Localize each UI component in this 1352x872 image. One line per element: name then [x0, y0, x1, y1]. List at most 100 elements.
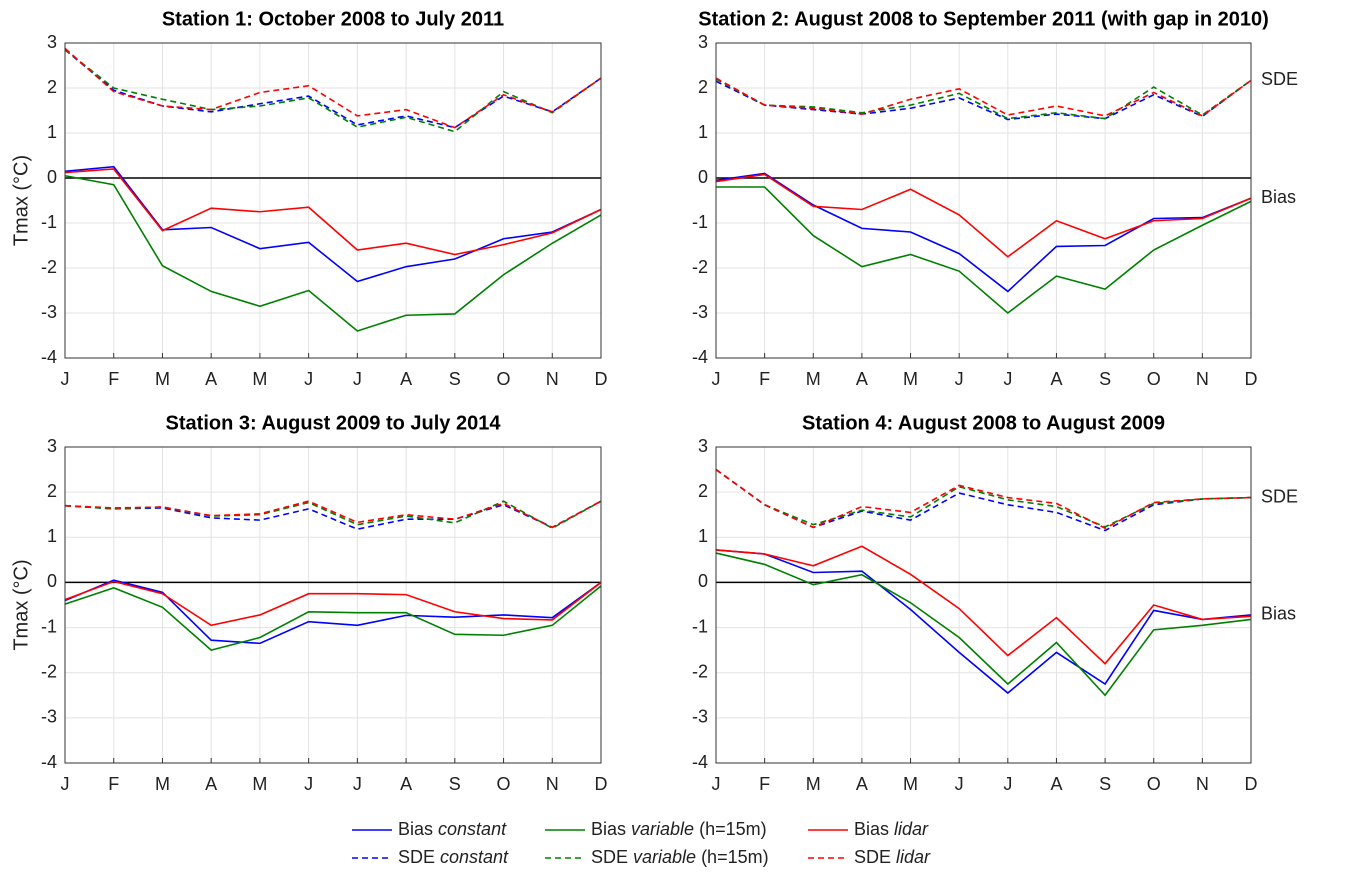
series-line	[715, 468, 1252, 530]
y-tick-label: -4	[692, 347, 708, 367]
y-tick-label: 3	[698, 436, 708, 456]
plot-area	[65, 447, 601, 763]
x-tick-label: A	[400, 369, 412, 389]
y-tick-label: -4	[41, 347, 57, 367]
y-tick-label: -1	[692, 212, 708, 232]
plot-area	[716, 43, 1251, 358]
y-tick-label: 0	[47, 571, 57, 591]
series-line	[715, 78, 1252, 120]
x-tick-label: J	[61, 369, 70, 389]
axes-box	[715, 42, 1252, 359]
x-tick-label: M	[155, 774, 170, 794]
axes-box	[715, 446, 1252, 764]
series-line	[715, 77, 1252, 117]
x-tick-label: S	[449, 369, 461, 389]
x-tick-label: S	[449, 774, 461, 794]
x-tick-label: F	[759, 774, 770, 794]
x-tick-label: D	[1245, 369, 1258, 389]
chart-title: Station 4: August 2008 to August 2009	[802, 412, 1165, 434]
annotation: Bias	[1261, 604, 1296, 624]
x-tick-label: A	[856, 774, 868, 794]
x-tick-label: A	[205, 369, 217, 389]
chart-title: Station 1: October 2008 to July 2011	[162, 8, 504, 30]
x-tick-label: J	[955, 369, 964, 389]
x-tick-label: O	[497, 774, 511, 794]
x-tick-label: J	[353, 774, 362, 794]
y-tick-label: -3	[41, 302, 57, 322]
x-tick-label: N	[1196, 774, 1209, 794]
y-tick-label: -2	[692, 257, 708, 277]
x-tick-label: J	[304, 774, 313, 794]
x-tick-label: N	[546, 774, 559, 794]
x-tick-label: D	[1245, 774, 1258, 794]
x-tick-label: M	[155, 369, 170, 389]
series-line	[64, 585, 602, 652]
x-tick-label: N	[546, 369, 559, 389]
series-line	[715, 79, 1252, 121]
x-tick-label: A	[856, 369, 868, 389]
x-tick-label: O	[497, 369, 511, 389]
y-tick-label: -2	[692, 661, 708, 681]
x-tick-label: F	[108, 369, 119, 389]
y-tick-label: -3	[692, 302, 708, 322]
series-line	[715, 552, 1252, 697]
series-line	[715, 468, 1252, 528]
x-tick-label: J	[353, 369, 362, 389]
series-line	[715, 172, 1252, 293]
x-tick-label: J	[304, 369, 313, 389]
y-tick-label: -1	[692, 616, 708, 636]
chart-title: Station 3: August 2009 to July 2014	[166, 412, 502, 434]
x-tick-label: M	[252, 774, 267, 794]
x-tick-label: M	[806, 774, 821, 794]
y-tick-label: 3	[47, 32, 57, 52]
x-tick-label: N	[1196, 369, 1209, 389]
axes-box	[64, 446, 602, 764]
y-axis-label: Tmax (°C)	[10, 559, 32, 650]
y-tick-label: -3	[41, 707, 57, 727]
x-tick-label: M	[252, 369, 267, 389]
x-tick-label: J	[712, 369, 721, 389]
y-tick-label: 2	[698, 481, 708, 501]
y-tick-label: -3	[692, 707, 708, 727]
x-tick-label: J	[955, 774, 964, 794]
legend-label: Bias lidar	[854, 819, 929, 839]
y-tick-label: 3	[698, 32, 708, 52]
series-line	[64, 47, 602, 129]
x-tick-label: F	[759, 369, 770, 389]
x-tick-label: S	[1099, 369, 1111, 389]
series-line	[715, 545, 1252, 665]
y-tick-label: 0	[47, 167, 57, 187]
y-tick-label: -4	[692, 752, 708, 772]
x-tick-label: D	[595, 369, 608, 389]
x-tick-label: M	[806, 369, 821, 389]
annotation: SDE	[1261, 486, 1298, 506]
x-tick-label: J	[61, 774, 70, 794]
legend-label: SDE lidar	[854, 847, 931, 867]
plot-area	[65, 43, 601, 358]
y-tick-label: 2	[47, 77, 57, 97]
x-tick-label: J	[1003, 774, 1012, 794]
y-axis-label: Tmax (°C)	[10, 155, 32, 246]
x-tick-label: J	[712, 774, 721, 794]
legend-label: Bias variable (h=15m)	[591, 819, 767, 839]
series-line	[716, 186, 1252, 315]
legend-label: Bias constant	[398, 819, 507, 839]
y-tick-label: 1	[47, 526, 57, 546]
y-tick-label: -1	[41, 616, 57, 636]
y-tick-label: 3	[47, 436, 57, 456]
annotation: Bias	[1261, 187, 1296, 207]
x-tick-label: S	[1099, 774, 1111, 794]
y-tick-label: -2	[41, 257, 57, 277]
y-tick-label: 0	[698, 571, 708, 591]
x-tick-label: M	[903, 369, 918, 389]
x-tick-label: M	[903, 774, 918, 794]
series-line	[64, 500, 602, 530]
series-line	[64, 49, 602, 133]
x-tick-label: A	[1050, 774, 1062, 794]
chart-title: Station 2: August 2008 to September 2011…	[698, 8, 1269, 30]
series-line	[64, 174, 602, 332]
legend-label: SDE variable (h=15m)	[591, 847, 769, 867]
x-tick-label: O	[1147, 774, 1161, 794]
series-line	[715, 549, 1252, 695]
legend-label: SDE constant	[398, 847, 509, 867]
